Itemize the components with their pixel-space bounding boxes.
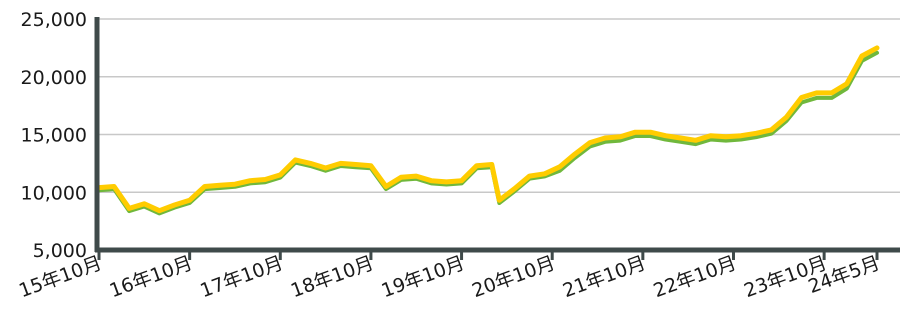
x-tick-label: 18年10月 <box>288 252 377 302</box>
y-tick-label: 15,000 <box>21 125 87 147</box>
x-tick-label: 16年10月 <box>107 252 196 302</box>
y-tick-labels: 5,000 10,000 15,000 20,000 25,000 <box>21 9 87 262</box>
x-tick-label: 21年10月 <box>560 252 649 302</box>
y-tick-label: 10,000 <box>21 182 87 204</box>
series-lines <box>96 45 880 216</box>
x-tick-label: 22年10月 <box>651 252 740 302</box>
y-tick-label: 25,000 <box>21 9 87 31</box>
gridlines <box>99 18 900 193</box>
x-tick-label: 17年10月 <box>197 252 286 302</box>
axes <box>94 17 900 260</box>
y-tick-label: 20,000 <box>21 67 87 89</box>
x-tick-label: 19年10月 <box>379 252 468 302</box>
y-tick-label: 5,000 <box>33 240 87 262</box>
series-line <box>96 45 880 214</box>
x-tick-labels: 15年10月 16年10月 17年10月 18年10月 19年10月 20年10月 21年1… <box>16 252 883 302</box>
x-tick-label: 20年10月 <box>469 252 558 302</box>
